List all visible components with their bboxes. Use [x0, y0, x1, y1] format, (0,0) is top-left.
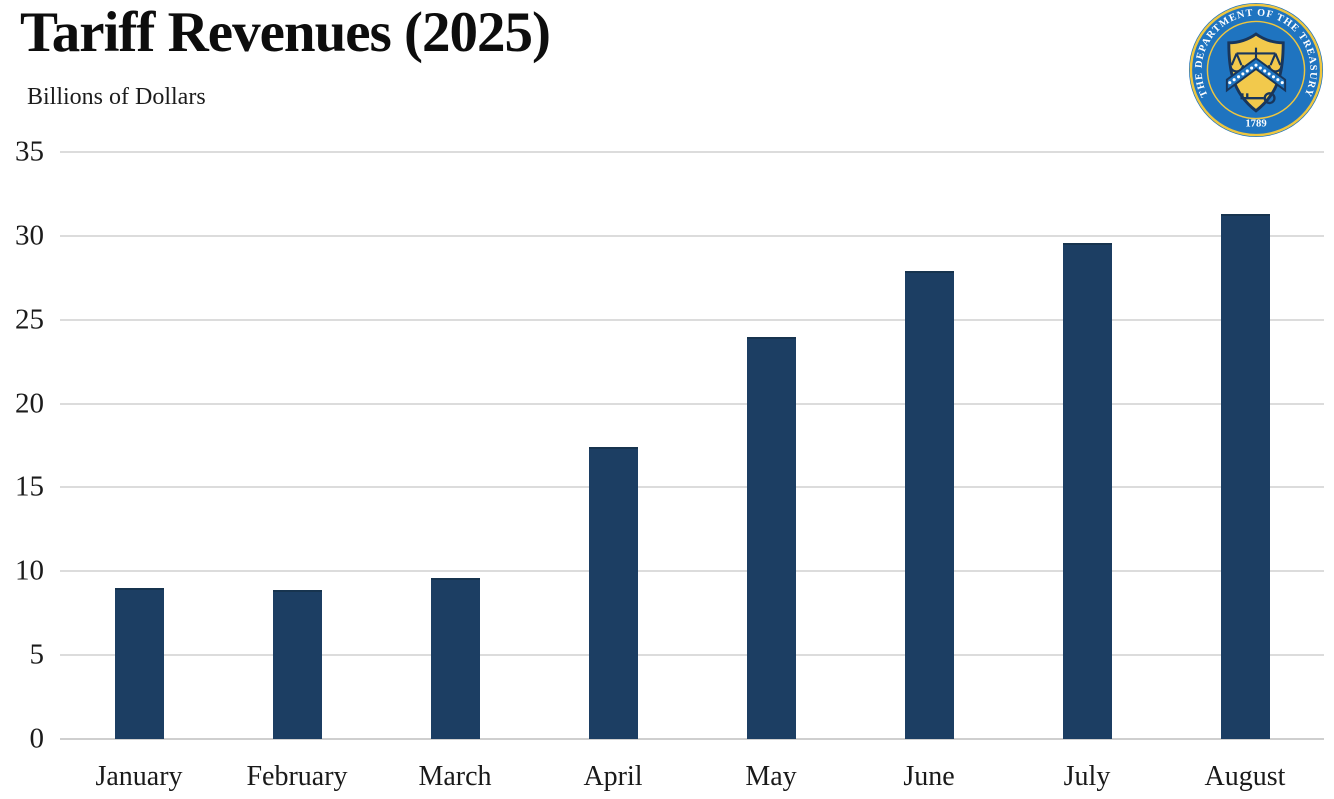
bar-column-july: July	[1008, 152, 1166, 792]
bar-july	[1062, 242, 1112, 739]
y-tick-label: 5	[29, 638, 45, 671]
gridline	[60, 738, 1324, 740]
y-tick-label: 35	[15, 135, 44, 168]
x-tick-label: February	[246, 761, 348, 792]
bar-column-june: June	[850, 152, 1008, 792]
y-tick-label: 15	[15, 470, 44, 503]
seal-inner-ring	[1206, 20, 1306, 120]
bar-february	[272, 589, 322, 739]
treasury-seal: THE DEPARTMENT OF THE TREASURY 178	[1188, 2, 1324, 138]
bar-column-may: May	[692, 152, 850, 792]
bar-may	[746, 336, 796, 739]
chart-subtitle: Billions of Dollars	[27, 84, 206, 110]
gridline	[60, 654, 1324, 657]
x-tick-label: March	[418, 761, 492, 792]
y-axis: 0 5 10 15 20 25 30 35	[0, 137, 50, 753]
chart-title: Tariff Revenues (2025)	[20, 1, 551, 64]
bar-january	[114, 588, 164, 739]
y-tick-label: 10	[15, 554, 44, 587]
y-tick-label: 25	[15, 303, 44, 336]
gridline	[60, 318, 1324, 321]
bar-june	[904, 271, 954, 739]
seal-chevron	[1225, 57, 1287, 93]
gridline	[60, 234, 1324, 237]
bar-april	[588, 447, 638, 739]
bar-column-january: January	[60, 152, 218, 792]
seal-gold-rim	[1189, 3, 1323, 137]
bar-august	[1220, 214, 1270, 739]
x-tick-label: July	[1063, 761, 1111, 792]
bar-column-march: March	[376, 152, 534, 792]
x-tick-label: June	[903, 761, 955, 792]
gridline	[60, 570, 1324, 573]
x-tick-label: August	[1204, 761, 1286, 792]
bar-march	[430, 578, 480, 739]
bars-container: January February March April May June July Augu…	[60, 152, 1324, 792]
y-tick-label: 0	[29, 722, 45, 755]
seal-year: 1789	[1245, 117, 1266, 129]
y-tick-label: 30	[15, 219, 44, 252]
gridline	[60, 402, 1324, 405]
x-tick-label: January	[95, 761, 183, 792]
gridline	[60, 151, 1324, 153]
seal-key-icon	[1240, 92, 1276, 105]
x-tick-label: April	[583, 761, 643, 792]
bar-column-august: August	[1166, 152, 1324, 792]
seal-chevron-stars	[1228, 63, 1284, 85]
x-tick-label: May	[745, 761, 797, 792]
plot-area: January February March April May June July Augu…	[60, 151, 1324, 792]
y-tick-label: 20	[15, 387, 44, 420]
bar-column-april: April	[534, 152, 692, 792]
gridline	[60, 486, 1324, 489]
bar-column-february: February	[218, 152, 376, 792]
